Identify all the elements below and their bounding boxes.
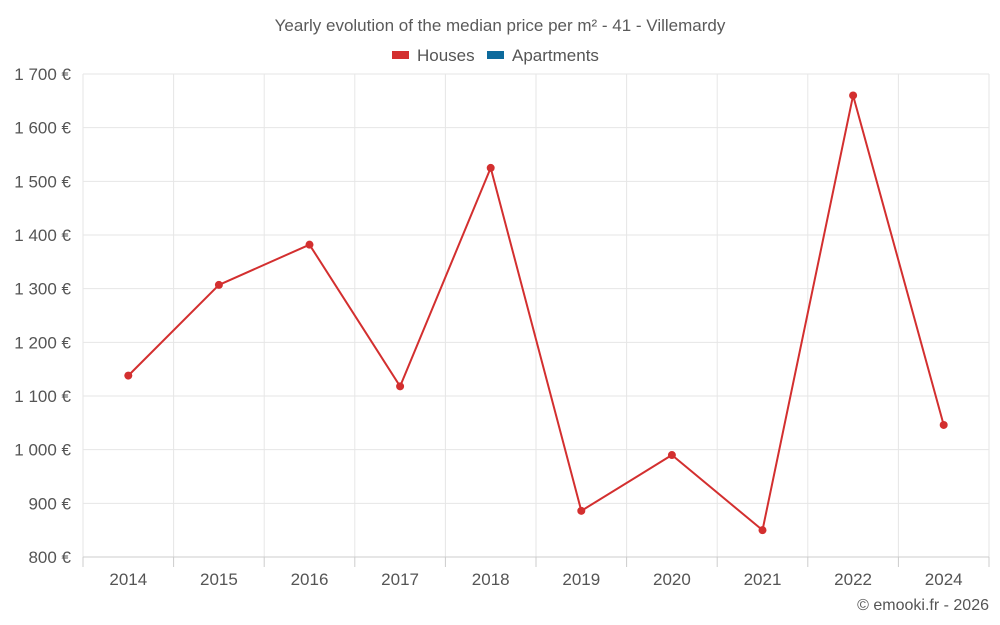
houses-point[interactable] [939,420,948,429]
series-houses [124,91,948,535]
y-tick-label: 1 300 € [14,280,71,299]
x-tick-label: 2016 [291,570,329,589]
x-tick-label: 2018 [472,570,510,589]
y-tick-label: 800 € [28,548,71,567]
legend-item-apartments[interactable]: Apartments [487,46,599,65]
legend-label-houses: Houses [417,46,475,65]
credit-text: © emooki.fr - 2026 [857,597,989,614]
legend-swatch-apartments [487,51,504,59]
houses-point[interactable] [124,371,133,380]
y-tick-label: 1 400 € [14,226,71,245]
x-tick-label: 2015 [200,570,238,589]
houses-line [127,94,945,532]
y-tick-label: 1 000 € [14,441,71,460]
houses-point[interactable] [849,91,858,100]
y-axis-ticks: 800 € 900 € 1 000 € 1 100 € 1 200 € 1 300 € 1 … [14,65,71,567]
legend-label-apartments: Apartments [512,46,599,65]
houses-point[interactable] [396,382,405,391]
houses-point[interactable] [667,451,676,460]
x-axis-ticks: 2014 2015 2016 2017 2018 2019 2020 2021 2022 2024 [109,570,962,589]
y-tick-label: 1 200 € [14,333,71,352]
x-tick-label: 2014 [109,570,147,589]
legend-swatch-houses [392,51,409,59]
houses-point[interactable] [214,280,223,289]
houses-point[interactable] [577,506,586,515]
axes [82,556,990,567]
x-tick-label: 2024 [925,570,963,589]
legend: Houses Apartments [392,46,599,65]
legend-item-houses[interactable]: Houses [392,46,475,65]
y-tick-label: 900 € [28,494,71,513]
x-tick-label: 2017 [381,570,419,589]
y-tick-label: 1 500 € [14,172,71,191]
x-tick-label: 2020 [653,570,691,589]
y-tick-label: 1 700 € [14,65,71,84]
y-tick-label: 1 100 € [14,387,71,406]
x-tick-label: 2021 [744,570,782,589]
houses-point[interactable] [758,526,767,535]
houses-point[interactable] [486,163,495,172]
houses-point[interactable] [305,240,314,249]
chart-title: Yearly evolution of the median price per… [275,16,726,35]
x-tick-label: 2022 [834,570,872,589]
y-tick-label: 1 600 € [14,119,71,138]
x-tick-label: 2019 [562,570,600,589]
grid [82,73,990,557]
